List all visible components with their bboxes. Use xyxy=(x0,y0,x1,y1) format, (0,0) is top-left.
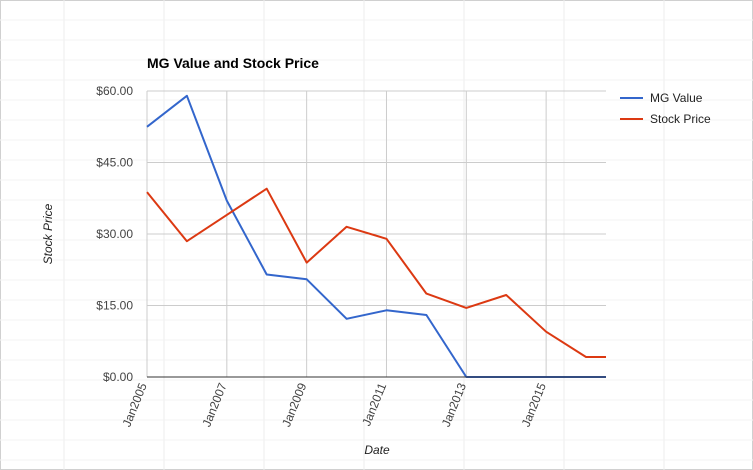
x-axis-title: Date xyxy=(364,443,390,457)
y-tick-label: $30.00 xyxy=(96,227,133,241)
legend-label-mg-value: MG Value xyxy=(650,91,703,105)
series-lines xyxy=(146,94,606,378)
y-tick-label: $45.00 xyxy=(96,156,133,170)
x-tick-label: Jan2009 xyxy=(279,381,309,429)
y-tick-label: $60.00 xyxy=(96,84,133,98)
y-axis-title: Stock Price xyxy=(41,203,55,264)
horizontal-gridlines xyxy=(147,90,606,306)
legend-label-stock-price: Stock Price xyxy=(650,112,711,126)
x-axis-ticks: Jan2005 Jan2007 Jan2009 Jan2011 Jan2013 Jan20… xyxy=(120,381,549,429)
chart-title: MG Value and Stock Price xyxy=(147,55,319,71)
y-axis-ticks: $0.00 $15.00 $30.00 $45.00 $60.00 xyxy=(96,84,133,384)
y-tick-label: $0.00 xyxy=(103,370,133,384)
y-tick-label: $15.00 xyxy=(96,299,133,313)
x-tick-label: Jan2013 xyxy=(439,381,469,429)
x-tick-label: Jan2015 xyxy=(519,381,549,429)
x-tick-label: Jan2011 xyxy=(359,381,389,428)
x-tick-label: Jan2005 xyxy=(120,381,150,429)
legend: MG Value Stock Price xyxy=(620,91,711,126)
x-tick-label: Jan2007 xyxy=(199,381,229,429)
series-line-stock-price xyxy=(146,187,606,358)
